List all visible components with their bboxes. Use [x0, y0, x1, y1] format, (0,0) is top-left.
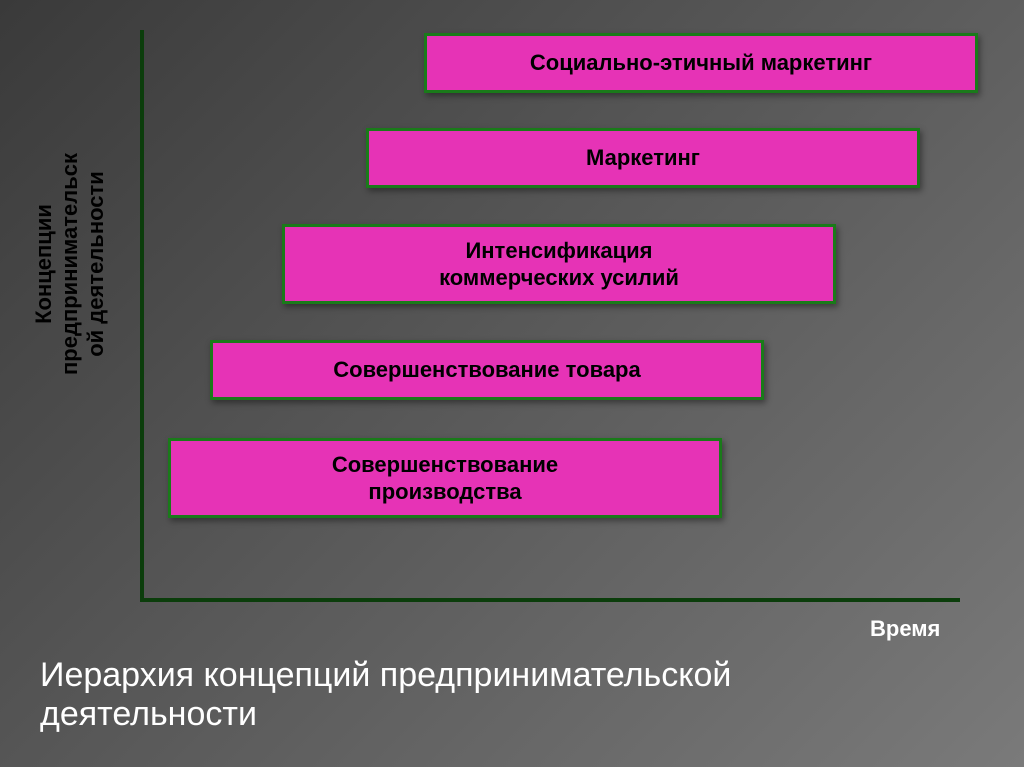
slide-title: Иерархия концепций предпринимательской д…: [40, 656, 820, 734]
slide: Концепции предпринимательск ой деятельно…: [0, 0, 1024, 767]
concept-box-1: Маркетинг: [366, 128, 920, 188]
y-axis-label: Концепции предпринимательск ой деятельно…: [31, 54, 109, 474]
concept-box-4: Совершенствование производства: [168, 438, 722, 518]
concept-box-3: Совершенствование товара: [210, 340, 764, 400]
concept-box-0: Социально-этичный маркетинг: [424, 33, 978, 93]
concept-box-2: Интенсификация коммерческих усилий: [282, 224, 836, 304]
x-axis-label: Время: [870, 616, 940, 642]
x-axis-line: [140, 598, 960, 602]
y-axis-line: [140, 30, 144, 598]
